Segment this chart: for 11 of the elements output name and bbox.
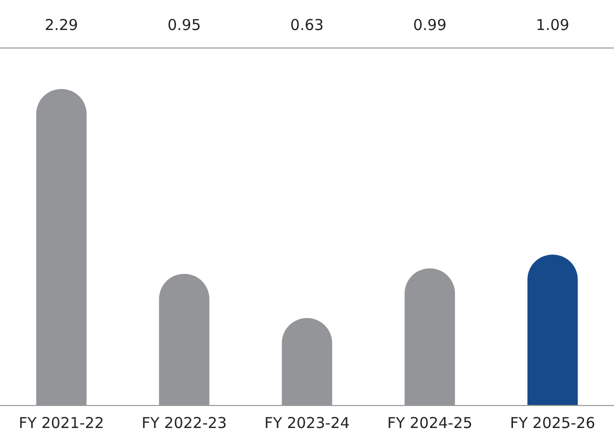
data-label: 0.95 [167, 16, 201, 34]
data-label: 1.09 [536, 16, 570, 34]
x-tick-label: FY 2025-26 [510, 414, 596, 432]
data-label: 2.29 [44, 16, 78, 34]
x-tick-label: FY 2024-25 [387, 414, 472, 432]
x-tick-label: FY 2021-22 [18, 414, 104, 432]
data-label: 0.99 [413, 16, 447, 34]
bar [527, 254, 578, 405]
data-label: 0.63 [290, 16, 324, 34]
x-tick-label: FY 2023-24 [264, 414, 350, 432]
x-tick-label: FY 2022-23 [142, 414, 227, 432]
